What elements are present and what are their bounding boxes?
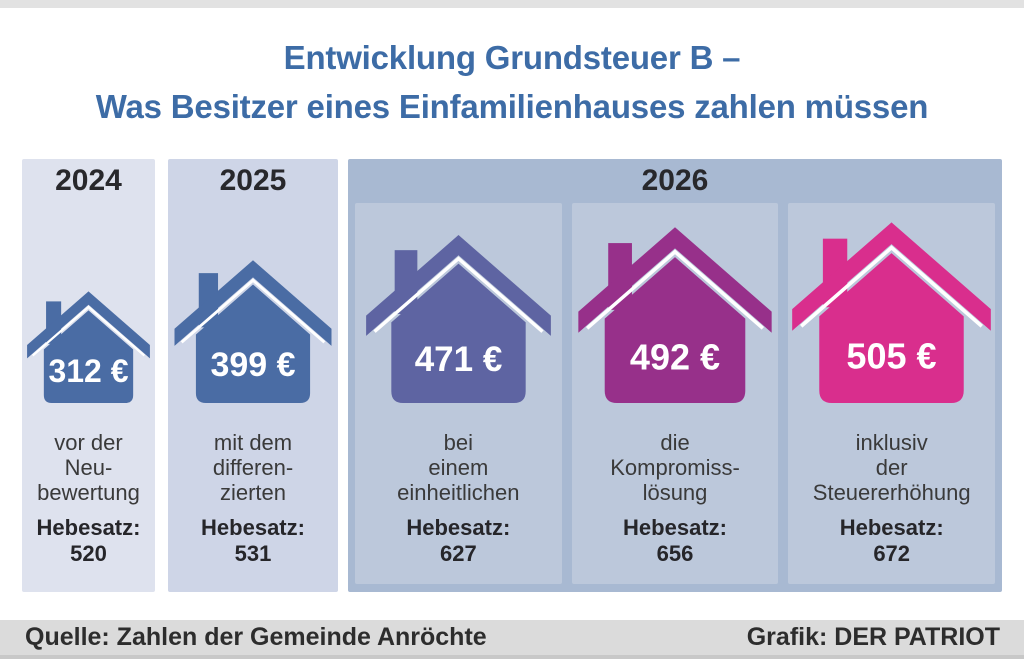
- house-body: [391, 263, 526, 403]
- house-wrap: 312 €: [22, 288, 155, 403]
- house-icon: 471 €: [365, 235, 551, 403]
- description-line: Steuererhöhung: [812, 480, 971, 505]
- description-line: bewertung: [37, 480, 140, 505]
- description-text: mit dem differen-zierten: [168, 430, 338, 505]
- scenario-panel-471: 471 € bei einem einheitlichen Hebesatz: 627: [355, 203, 562, 584]
- scenario-panel-492: 492 € die Kompromiss-lösung Hebesatz: 656: [571, 203, 779, 584]
- description-line: inklusiv: [855, 430, 928, 455]
- roof-highlight-line: [31, 305, 146, 357]
- house-icon: 492 €: [578, 227, 772, 403]
- hebesatz-label: Hebesatz:: [839, 515, 944, 540]
- description-line: die: [660, 430, 690, 455]
- house-wrap: 505 €: [788, 217, 995, 403]
- roof-highlight-line: [180, 278, 326, 344]
- house-body: [819, 253, 964, 403]
- hebesatz-value: 531: [234, 541, 272, 566]
- hebesatz-label: Hebesatz:: [36, 515, 141, 540]
- amount-label: 505 €: [847, 336, 937, 377]
- description-line: vor der: [54, 430, 123, 455]
- hebesatz-label: Hebesatz:: [623, 515, 727, 540]
- footer-bar: Quelle: Zahlen der Gemeinde Anröchte Gra…: [0, 620, 1024, 655]
- panels-row: 2024 312 € vor der Neu-bewertung Hebesatz: 52…: [22, 159, 1002, 592]
- amount-label: 492 €: [630, 337, 720, 378]
- description-line: lösung: [642, 480, 708, 505]
- description-line: differen-: [212, 455, 294, 480]
- year-label-2026: 2026: [641, 164, 709, 197]
- description-line: der: [875, 455, 908, 480]
- roof-highlight-line: [373, 256, 544, 333]
- graphic-credit: Grafik: DER PATRIOT: [746, 623, 1000, 651]
- description-line: Neu-: [64, 455, 113, 480]
- description-line: mit dem: [213, 430, 293, 455]
- description-text: bei einem einheitlichen: [355, 430, 562, 505]
- hebesatz-value: 672: [873, 541, 911, 566]
- house-icon: 505 €: [792, 222, 991, 403]
- roof-highlight-line: [585, 249, 765, 330]
- source-credit: Quelle: Zahlen der Gemeinde Anröchte: [25, 623, 487, 651]
- description-line: bei: [443, 430, 474, 455]
- house-wrap: 492 €: [572, 222, 779, 403]
- description-line: Kompromiss-: [610, 455, 740, 480]
- hebesatz-label: Hebesatz:: [201, 515, 305, 540]
- house-wrap: 471 €: [355, 230, 562, 403]
- amount-label: 312 €: [48, 353, 128, 389]
- year-label-2024: 2024: [55, 164, 122, 197]
- title-line-2: Was Besitzer eines Einfamilienhauses zah…: [95, 88, 929, 125]
- description-text: vor der Neu-bewertung: [22, 430, 155, 505]
- hebesatz-value: 627: [439, 541, 477, 566]
- hebesatz-block: Hebesatz: 627: [355, 515, 562, 567]
- roof: [792, 222, 991, 331]
- description-line: zierten: [219, 480, 287, 505]
- hebesatz-value: 520: [70, 541, 107, 566]
- scenario-row: 471 € bei einem einheitlichen Hebesatz: 627 49…: [355, 203, 996, 584]
- amount-label: 471 €: [415, 340, 503, 379]
- roof-highlight-line: [800, 245, 984, 328]
- description-text: inklusiv der Steuererhöhung: [788, 430, 995, 505]
- house-icon: 312 €: [27, 291, 150, 403]
- bottom-strip: [0, 655, 1024, 659]
- roof: [578, 227, 772, 333]
- house-body: [195, 284, 311, 403]
- house-body: [604, 257, 746, 403]
- amount-label: 399 €: [211, 346, 296, 384]
- top-strip: [0, 0, 1024, 8]
- hebesatz-block: Hebesatz: 672: [788, 515, 995, 567]
- title-line-1: Entwicklung Grundsteuer B –: [283, 39, 741, 76]
- house-body: [43, 310, 134, 403]
- year-label-2025: 2025: [219, 164, 287, 197]
- hebesatz-block: Hebesatz: 656: [572, 515, 779, 567]
- hebesatz-block: Hebesatz: 531: [168, 515, 338, 567]
- description-line: einheitlichen: [397, 480, 520, 505]
- page-title: Entwicklung Grundsteuer B – Was Besitzer…: [0, 33, 1024, 131]
- panel-2025: 2025 399 € mit dem differen-zierten Hebesatz…: [168, 159, 338, 592]
- hebesatz-value: 656: [656, 541, 694, 566]
- description-line: einem: [428, 455, 489, 480]
- scenario-panel-505: 505 € inklusiv der Steuererhöhung Hebesatz: 6…: [788, 203, 996, 584]
- hebesatz-label: Hebesatz:: [406, 515, 511, 540]
- house-icon: 399 €: [174, 260, 332, 403]
- hebesatz-block: Hebesatz: 520: [22, 515, 155, 567]
- panel-2026: 2026 471 € bei einem einheitlichen Hebesatz: 6…: [348, 159, 1002, 592]
- house-wrap: 399 €: [168, 256, 338, 403]
- panel-2024: 2024 312 € vor der Neu-bewertung Hebesatz: 52…: [22, 159, 155, 592]
- description-text: die Kompromiss-lösung: [572, 430, 779, 505]
